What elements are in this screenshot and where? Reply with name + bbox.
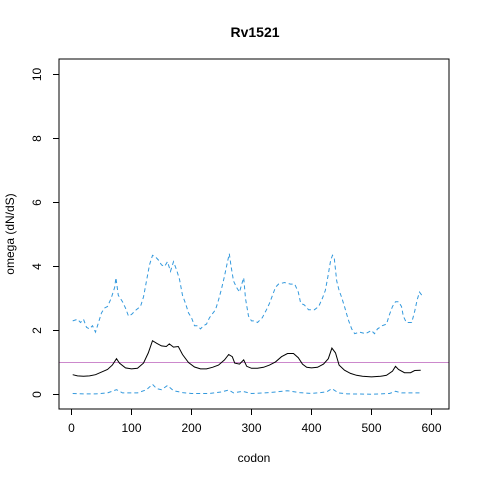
series-line-lower-bound — [72, 383, 422, 395]
series-line-estimate — [72, 339, 421, 378]
x-tick-label: 600 — [421, 421, 441, 435]
y-tick-label: 6 — [30, 199, 44, 206]
chart-title: Rv1521 — [230, 24, 279, 40]
x-axis: 0 100 200 300 400 500 600 — [68, 408, 442, 435]
y-axis: 0 2 4 6 8 10 — [30, 68, 60, 398]
x-tick-label: 0 — [68, 421, 75, 435]
y-tick-label: 0 — [30, 391, 44, 398]
y-tick-label: 8 — [30, 135, 44, 142]
x-tick-label: 200 — [181, 421, 201, 435]
y-tick-label: 2 — [30, 327, 44, 334]
x-tick-label: 400 — [301, 421, 321, 435]
x-tick-label: 100 — [121, 421, 141, 435]
y-tick-label: 4 — [30, 263, 44, 270]
series-line-upper-bound — [72, 253, 423, 335]
plot-area — [59, 253, 449, 395]
x-axis-label: codon — [238, 451, 271, 465]
y-axis-label: omega (dN/dS) — [3, 193, 17, 274]
y-tick-label: 10 — [30, 68, 44, 82]
x-tick-label: 300 — [241, 421, 261, 435]
x-tick-label: 500 — [361, 421, 381, 435]
